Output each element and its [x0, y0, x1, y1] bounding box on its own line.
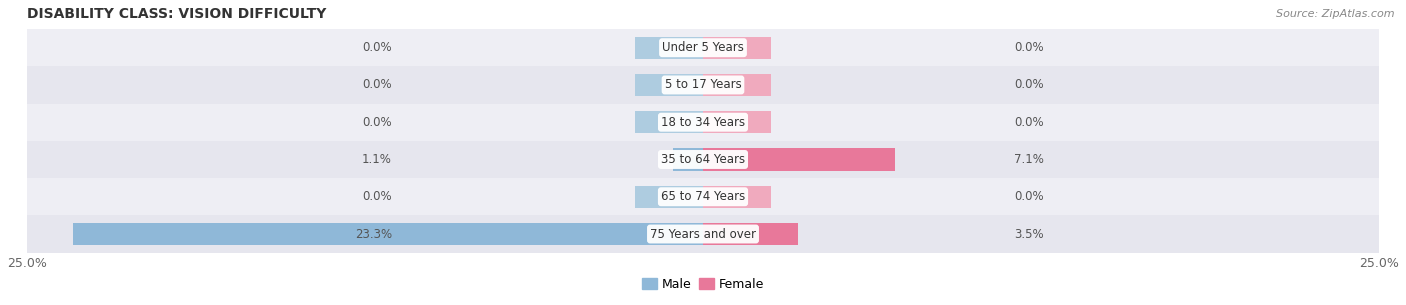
Bar	[636, 185, 703, 208]
Text: 0.0%: 0.0%	[1014, 116, 1043, 129]
Text: 23.3%: 23.3%	[354, 228, 392, 241]
Bar	[703, 111, 770, 133]
Text: 3.5%: 3.5%	[1014, 228, 1043, 241]
Bar	[27, 104, 1379, 141]
Bar	[636, 37, 703, 59]
Text: 5 to 17 Years: 5 to 17 Years	[665, 78, 741, 92]
Text: 0.0%: 0.0%	[363, 41, 392, 54]
Bar	[73, 223, 703, 245]
Bar	[703, 223, 797, 245]
Bar	[703, 74, 770, 96]
Bar	[27, 29, 1379, 66]
Text: 0.0%: 0.0%	[363, 78, 392, 92]
Text: Source: ZipAtlas.com: Source: ZipAtlas.com	[1277, 9, 1395, 19]
Text: 65 to 74 Years: 65 to 74 Years	[661, 190, 745, 203]
Bar	[703, 37, 770, 59]
Text: 1.1%: 1.1%	[363, 153, 392, 166]
Bar	[636, 111, 703, 133]
Text: 75 Years and over: 75 Years and over	[650, 228, 756, 241]
Text: 18 to 34 Years: 18 to 34 Years	[661, 116, 745, 129]
Bar	[27, 178, 1379, 215]
Bar	[636, 74, 703, 96]
Text: 0.0%: 0.0%	[363, 190, 392, 203]
Text: 35 to 64 Years: 35 to 64 Years	[661, 153, 745, 166]
Bar	[673, 148, 703, 171]
Text: 0.0%: 0.0%	[1014, 78, 1043, 92]
Text: 0.0%: 0.0%	[1014, 41, 1043, 54]
Text: Under 5 Years: Under 5 Years	[662, 41, 744, 54]
Bar	[703, 185, 770, 208]
Bar	[27, 66, 1379, 104]
Text: 7.1%: 7.1%	[1014, 153, 1043, 166]
Bar	[703, 148, 896, 171]
Bar	[27, 141, 1379, 178]
Text: 0.0%: 0.0%	[363, 116, 392, 129]
Text: DISABILITY CLASS: VISION DIFFICULTY: DISABILITY CLASS: VISION DIFFICULTY	[27, 7, 326, 21]
Text: 0.0%: 0.0%	[1014, 190, 1043, 203]
Legend: Male, Female: Male, Female	[637, 273, 769, 296]
Bar	[27, 215, 1379, 253]
